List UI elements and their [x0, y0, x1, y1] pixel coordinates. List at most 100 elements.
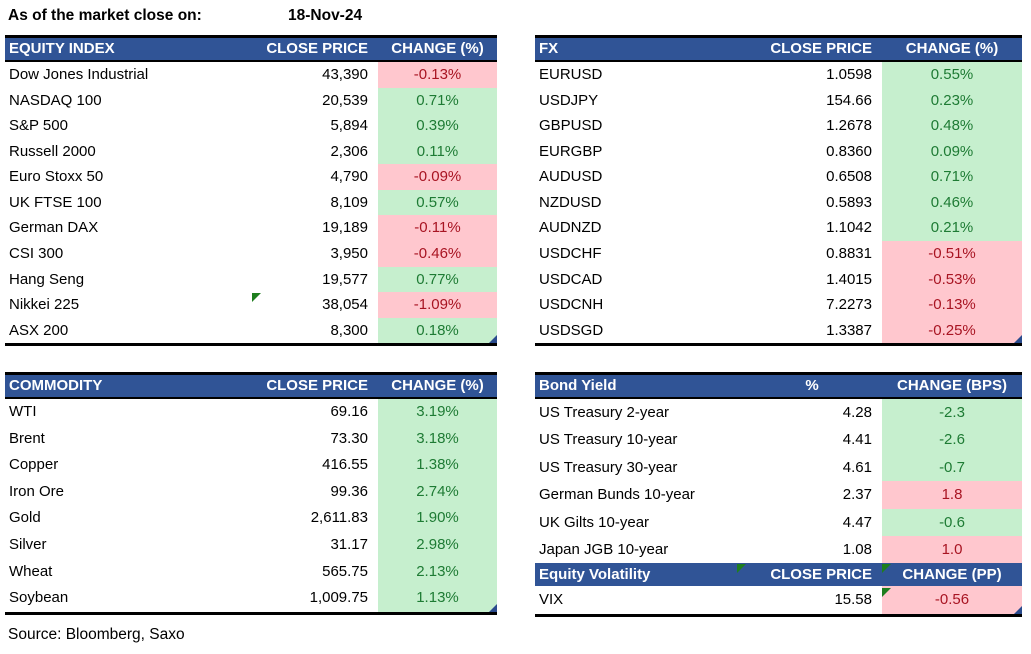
instrument-cell[interactable]: USDJPY [539, 91, 599, 109]
header-close-price[interactable]: CLOSE PRICE [266, 377, 368, 394]
change-cell[interactable]: 0.77% [378, 266, 497, 293]
value-cell[interactable]: 4.41 [842, 431, 872, 449]
instrument-cell[interactable]: GBPUSD [539, 117, 603, 135]
header-change-pct[interactable]: CHANGE (%) [391, 377, 484, 394]
instrument-cell[interactable]: Dow Jones Industrial [9, 66, 149, 83]
header-change-pct[interactable]: CHANGE (%) [391, 40, 484, 57]
instrument-cell[interactable]: US Treasury 2-year [539, 404, 670, 421]
value-cell[interactable]: 19,189 [322, 219, 368, 237]
change-cell[interactable]: 1.0 [882, 535, 1022, 564]
instrument-cell[interactable]: AUDUSD [539, 168, 603, 186]
change-cell[interactable]: 1.90% [378, 505, 497, 532]
instrument-cell[interactable]: ASX 200 [9, 321, 69, 339]
instrument-cell[interactable]: NASDAQ 100 [9, 91, 102, 109]
value-cell[interactable]: 31.17 [330, 535, 368, 553]
header-change-pp[interactable]: CHANGE (PP) [902, 566, 1002, 584]
change-cell[interactable]: 0.11% [378, 138, 497, 165]
instrument-cell[interactable]: CSI 300 [9, 245, 64, 263]
value-cell[interactable]: 19,577 [322, 270, 368, 288]
change-cell[interactable]: 2.98% [378, 531, 497, 559]
change-cell[interactable]: -1.09% [378, 292, 497, 318]
instrument-cell[interactable]: Hang Seng [9, 270, 85, 288]
change-cell[interactable]: 0.48% [882, 113, 1022, 139]
instrument-cell[interactable]: USDSGD [539, 321, 604, 339]
header-change-pct[interactable]: CHANGE (%) [905, 40, 999, 57]
change-cell[interactable]: -0.53% [882, 266, 1022, 293]
instrument-cell[interactable]: Silver [9, 535, 47, 553]
value-cell[interactable]: 0.8831 [826, 245, 872, 263]
range-handle-icon[interactable] [1014, 335, 1022, 343]
instrument-cell[interactable]: AUDNZD [539, 219, 602, 237]
value-cell[interactable]: 5,894 [330, 117, 368, 135]
header-commodity[interactable]: COMMODITY [9, 377, 103, 394]
change-cell[interactable]: -0.46% [378, 241, 497, 267]
header-change-bps[interactable]: CHANGE (BPS) [896, 377, 1007, 394]
instrument-cell[interactable]: EURUSD [539, 66, 603, 83]
header-close-price[interactable]: CLOSE PRICE [770, 566, 872, 584]
instrument-cell[interactable]: US Treasury 30-year [539, 458, 678, 476]
instrument-cell[interactable]: WTI [9, 403, 37, 420]
change-cell[interactable]: 0.09% [882, 138, 1022, 165]
instrument-cell[interactable]: Euro Stoxx 50 [9, 168, 104, 186]
instrument-cell[interactable]: NZDUSD [539, 193, 602, 211]
value-cell[interactable]: 1.0598 [826, 66, 872, 83]
change-cell[interactable]: -0.13% [378, 62, 497, 88]
change-cell[interactable]: -0.09% [378, 164, 497, 190]
instrument-cell[interactable]: Iron Ore [9, 482, 65, 500]
value-cell[interactable]: 4.47 [842, 513, 872, 531]
value-cell[interactable]: 1.3387 [826, 321, 872, 339]
value-cell[interactable]: 43,390 [322, 66, 368, 83]
instrument-cell[interactable]: UK FTSE 100 [9, 193, 102, 211]
change-cell[interactable]: -0.56 [882, 586, 1022, 615]
header-bond-yield[interactable]: Bond Yield [539, 377, 617, 394]
value-cell[interactable]: 15.58 [834, 591, 872, 609]
value-cell[interactable]: 38,054 [322, 296, 368, 314]
value-cell[interactable]: 0.8360 [826, 142, 872, 160]
change-cell[interactable]: -2.3 [882, 399, 1022, 427]
change-cell[interactable]: 0.39% [378, 113, 497, 139]
instrument-cell[interactable]: Gold [9, 509, 41, 527]
change-cell[interactable]: 0.57% [378, 189, 497, 216]
value-cell[interactable]: 8,109 [330, 193, 368, 211]
value-cell[interactable]: 1.2678 [826, 117, 872, 135]
value-cell[interactable]: 416.55 [322, 456, 368, 474]
instrument-cell[interactable]: German Bunds 10-year [539, 486, 695, 504]
value-cell[interactable]: 0.5893 [826, 193, 872, 211]
value-cell[interactable]: 73.30 [330, 429, 368, 447]
instrument-cell[interactable]: Wheat [9, 562, 53, 580]
value-cell[interactable]: 8,300 [330, 321, 368, 339]
change-cell[interactable]: 0.18% [378, 317, 497, 344]
range-handle-icon[interactable] [489, 604, 497, 612]
change-cell[interactable]: 1.13% [378, 585, 497, 612]
value-cell[interactable]: 1,009.75 [309, 589, 368, 607]
value-cell[interactable]: 20,539 [322, 91, 368, 109]
change-cell[interactable]: 0.71% [882, 164, 1022, 190]
header-close-price[interactable]: CLOSE PRICE [266, 40, 368, 57]
change-cell[interactable]: -0.25% [882, 317, 1022, 344]
instrument-cell[interactable]: US Treasury 10-year [539, 431, 678, 449]
change-cell[interactable]: 3.19% [378, 399, 497, 426]
change-cell[interactable]: -0.6 [882, 508, 1022, 536]
change-cell[interactable]: 1.38% [378, 452, 497, 479]
instrument-cell[interactable]: Nikkei 225 [9, 296, 80, 314]
value-cell[interactable]: 4,790 [330, 168, 368, 186]
value-cell[interactable]: 4.61 [842, 458, 872, 476]
instrument-cell[interactable]: Russell 2000 [9, 142, 96, 160]
change-cell[interactable]: 0.46% [882, 189, 1022, 216]
instrument-cell[interactable]: VIX [539, 591, 564, 609]
value-cell[interactable]: 0.6508 [826, 168, 872, 186]
value-cell[interactable]: 4.28 [842, 404, 872, 421]
instrument-cell[interactable]: USDCNH [539, 296, 604, 314]
change-cell[interactable]: 2.74% [378, 478, 497, 506]
range-handle-icon[interactable] [1014, 606, 1022, 614]
instrument-cell[interactable]: S&P 500 [9, 117, 68, 135]
value-cell[interactable]: 99.36 [330, 482, 368, 500]
value-cell[interactable]: 7.2273 [826, 296, 872, 314]
change-cell[interactable]: 0.21% [882, 215, 1022, 242]
change-cell[interactable]: 3.18% [378, 425, 497, 453]
header-percent[interactable]: % [805, 377, 819, 394]
header-equity-volatility[interactable]: Equity Volatility [539, 566, 651, 584]
change-cell[interactable]: 1.8 [882, 481, 1022, 509]
instrument-cell[interactable]: USDCAD [539, 270, 603, 288]
range-handle-icon[interactable] [489, 335, 497, 343]
